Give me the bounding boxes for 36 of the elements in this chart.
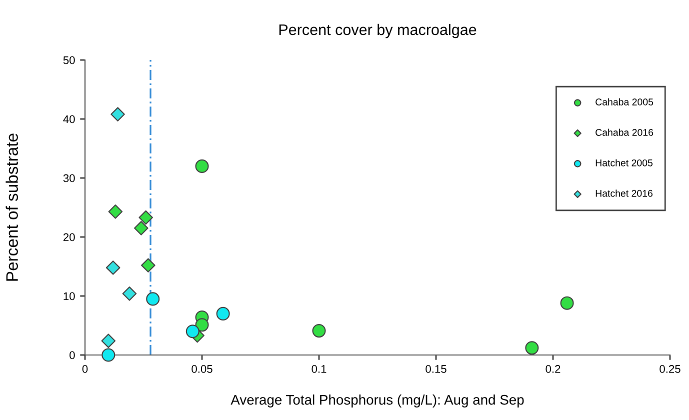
point	[525, 341, 539, 355]
y-tick-label: 10	[64, 292, 75, 300]
x-tick-label: 0.25	[660, 365, 680, 373]
point	[560, 296, 574, 310]
point	[134, 221, 148, 236]
point	[195, 159, 209, 173]
point	[195, 318, 209, 332]
x-tick-label: 0.1	[312, 365, 326, 373]
point	[312, 324, 326, 338]
point	[216, 306, 230, 320]
y-tick-label: 30	[63, 174, 75, 182]
chart-title: Percent cover by macroalgae	[279, 24, 476, 38]
x-tick-label: 0.2	[546, 365, 560, 373]
point	[101, 334, 116, 348]
x-tick-label: 0.05	[192, 365, 212, 373]
point	[108, 204, 123, 219]
legend-label: Cahaba 2005	[596, 98, 654, 106]
legend-label: Hatchet 2016	[596, 190, 652, 197]
y-tick-label: 0	[70, 351, 75, 360]
point	[141, 258, 156, 272]
point	[102, 348, 116, 362]
point	[146, 292, 160, 306]
legend-label: Cahaba 2016	[596, 128, 654, 136]
point	[122, 286, 137, 301]
y-tick-label: 40	[63, 115, 75, 124]
y-tick-label: 50	[63, 56, 75, 64]
x-tick-label: 0	[82, 365, 88, 373]
x-tick-label: 0.15	[426, 365, 446, 373]
x-axis-title: Average Total Phosphorus (mg/L): Aug and Sep	[230, 394, 524, 408]
point	[138, 210, 153, 225]
point	[186, 324, 200, 338]
y-axis-title: Percent of substrate	[6, 134, 18, 281]
point	[110, 107, 125, 122]
legend-label: Hatchet 2005	[596, 159, 653, 166]
y-tick-label: 20	[63, 233, 75, 242]
point	[106, 260, 120, 275]
